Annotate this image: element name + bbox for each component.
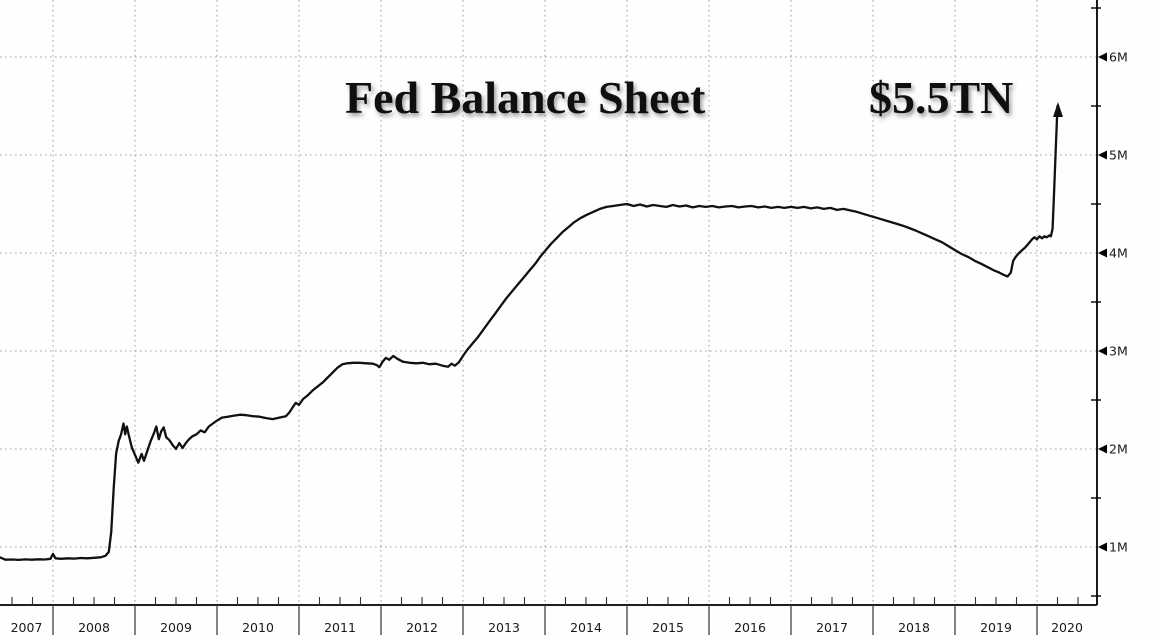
y-tick-label: 6M xyxy=(1109,50,1128,65)
fed-assets-line xyxy=(0,104,1059,562)
y-tick-arrow-icon xyxy=(1098,150,1107,160)
y-tick-arrow-icon xyxy=(1098,346,1107,356)
x-year-label: 2011 xyxy=(324,620,356,635)
x-year-label: 2007 xyxy=(11,620,43,635)
spike-arrowhead-icon xyxy=(1053,102,1063,117)
y-tick-label: 4M xyxy=(1109,246,1128,261)
x-year-label: 2012 xyxy=(406,620,438,635)
x-year-label: 2017 xyxy=(816,620,848,635)
x-year-label: 2013 xyxy=(488,620,520,635)
x-year-label: 2016 xyxy=(734,620,766,635)
x-year-label: 2019 xyxy=(980,620,1012,635)
ticks xyxy=(11,7,1107,635)
x-year-label: 2015 xyxy=(652,620,684,635)
y-tick-label: 3M xyxy=(1109,344,1128,359)
y-tick-label: 5M xyxy=(1109,148,1128,163)
x-year-label: 2008 xyxy=(78,620,110,635)
chart-title: Fed Balance Sheet xyxy=(345,72,706,123)
y-tick-label: 2M xyxy=(1109,442,1128,457)
gridlines xyxy=(0,0,1097,605)
x-year-label: 2018 xyxy=(898,620,930,635)
y-tick-arrow-icon xyxy=(1098,52,1107,62)
x-year-label: 2020 xyxy=(1051,620,1083,635)
tick-labels: 1M 2M 3M 4M 5M 6M 2007 2008 2009 2010 2011 2012 2013… xyxy=(11,50,1128,636)
x-year-label: 2010 xyxy=(242,620,274,635)
y-tick-arrow-icon xyxy=(1098,444,1107,454)
y-tick-arrow-icon xyxy=(1098,248,1107,258)
data-series xyxy=(0,102,1063,562)
y-tick-label: 1M xyxy=(1109,540,1128,555)
annotation-value: $5.5TN xyxy=(869,72,1014,123)
x-year-label: 2009 xyxy=(160,620,192,635)
x-year-label: 2014 xyxy=(570,620,602,635)
y-tick-arrow-icon xyxy=(1098,542,1107,552)
